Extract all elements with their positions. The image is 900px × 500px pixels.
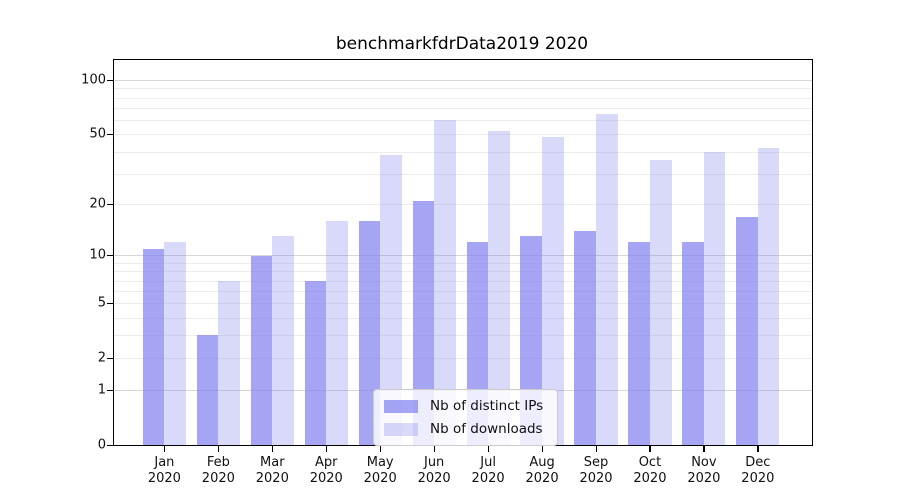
y-axis-tick-mark [107, 302, 113, 305]
y-axis-tick-mark [107, 357, 113, 360]
x-axis-tick-mark [271, 446, 274, 452]
y-axis-tick-label: 5 [97, 295, 106, 311]
y-axis-tick-label: 0 [97, 437, 106, 453]
gridline-minor [114, 263, 812, 265]
bar-downloads [218, 280, 240, 445]
bar-downloads [757, 147, 780, 445]
bar-downloads [703, 151, 726, 445]
x-axis-tick-label: Nov 2020 [687, 455, 721, 486]
bar-distinct-ips [196, 335, 219, 445]
x-axis-tick-label: Aug 2020 [525, 455, 559, 486]
bar-downloads [326, 221, 348, 445]
bar-distinct-ips [250, 255, 273, 445]
gridline-minor [114, 120, 812, 122]
chart-title: benchmarkfdrData2019 2020 [335, 34, 589, 54]
x-axis-tick-label: Dec 2020 [741, 455, 775, 486]
x-axis-tick-mark [703, 446, 705, 452]
gridline-minor [114, 151, 812, 153]
plot-area: 0 1 2 5 10 20 50 100 Jan 2020 Feb 2020 Mar 2020 Apr… [81, 59, 813, 486]
y-axis-tick-label: 50 [89, 126, 106, 142]
gridline-minor [114, 303, 812, 305]
y-axis-tick-label: 100 [81, 72, 106, 88]
x-axis-tick-mark [433, 446, 436, 452]
x-axis-tick-label: Feb 2020 [201, 455, 235, 486]
gridline-minor [114, 97, 812, 99]
bar-downloads [272, 236, 294, 445]
x-axis-tick-label: Jan 2020 [147, 455, 181, 486]
bar-distinct-ips [682, 242, 704, 445]
bar-distinct-ips [412, 200, 435, 445]
gridline-minor [114, 88, 812, 90]
x-axis-tick-mark [649, 446, 651, 452]
legend: Nb of distinct IPs Nb of downloads [373, 389, 559, 446]
bar-distinct-ips [736, 216, 758, 445]
x-axis-tick-mark [163, 446, 166, 452]
y-axis-tick-mark [107, 254, 113, 257]
legend-item-distinct-ips: Nb of distinct IPs [384, 398, 543, 414]
x-axis-tick-mark [541, 446, 543, 452]
y-axis-tick-label: 1 [97, 382, 106, 398]
gridline-major [114, 255, 812, 257]
legend-item-downloads: Nb of downloads [384, 421, 543, 437]
gridline-minor [114, 271, 812, 273]
gridline-major [114, 80, 812, 82]
gridline-minor [114, 280, 812, 282]
y-axis-tick-mark [107, 389, 113, 392]
gridline-minor [114, 134, 812, 136]
x-axis-tick-label: Oct 2020 [633, 455, 667, 486]
legend-label-distinct-ips: Nb of distinct IPs [430, 398, 544, 414]
bar-distinct-ips [304, 280, 327, 445]
bar-downloads [649, 159, 672, 445]
gridline-minor [114, 108, 812, 110]
bar-distinct-ips [574, 230, 596, 445]
x-axis-tick-mark [487, 446, 489, 452]
x-axis-tick-mark [757, 446, 759, 452]
x-axis-tick-label: May 2020 [363, 455, 397, 486]
y-axis-tick-mark [107, 133, 113, 136]
x-axis-tick-mark [595, 446, 597, 452]
gridline-minor [114, 291, 812, 293]
gridline-minor [114, 335, 812, 337]
gridline-minor [114, 173, 812, 175]
x-axis-tick-label: Jul 2020 [471, 455, 505, 486]
bar-downloads [380, 155, 402, 445]
bar-distinct-ips [628, 242, 650, 445]
y-axis-tick-mark [107, 444, 113, 446]
gridline-minor [114, 358, 812, 360]
x-axis-tick-mark [379, 446, 382, 452]
x-axis-tick-label: Jun 2020 [417, 455, 451, 486]
y-axis-tick-mark [107, 203, 113, 206]
x-axis-tick-label: Apr 2020 [309, 455, 343, 486]
bar-downloads [542, 137, 564, 445]
y-axis-tick-label: 20 [89, 196, 106, 212]
legend-label-downloads: Nb of downloads [430, 421, 543, 437]
y-axis-tick-label: 10 [89, 247, 106, 263]
legend-swatch-downloads-icon [384, 422, 418, 436]
x-axis-tick-mark [217, 446, 220, 452]
bar-downloads [596, 113, 618, 445]
x-axis-tick-label: Sep 2020 [579, 455, 613, 486]
bar-downloads [488, 131, 510, 445]
bar-downloads [434, 120, 456, 445]
gridline-minor [114, 317, 812, 319]
bar-downloads [164, 242, 186, 445]
gridline-minor [114, 204, 812, 206]
y-axis-tick-mark [107, 79, 113, 82]
x-axis-tick-label: Mar 2020 [255, 455, 289, 486]
x-axis-tick-mark [325, 446, 328, 452]
legend-swatch-distinct-ips-icon [384, 399, 418, 413]
bar-distinct-ips [142, 248, 165, 445]
y-axis-tick-label: 2 [97, 350, 106, 366]
